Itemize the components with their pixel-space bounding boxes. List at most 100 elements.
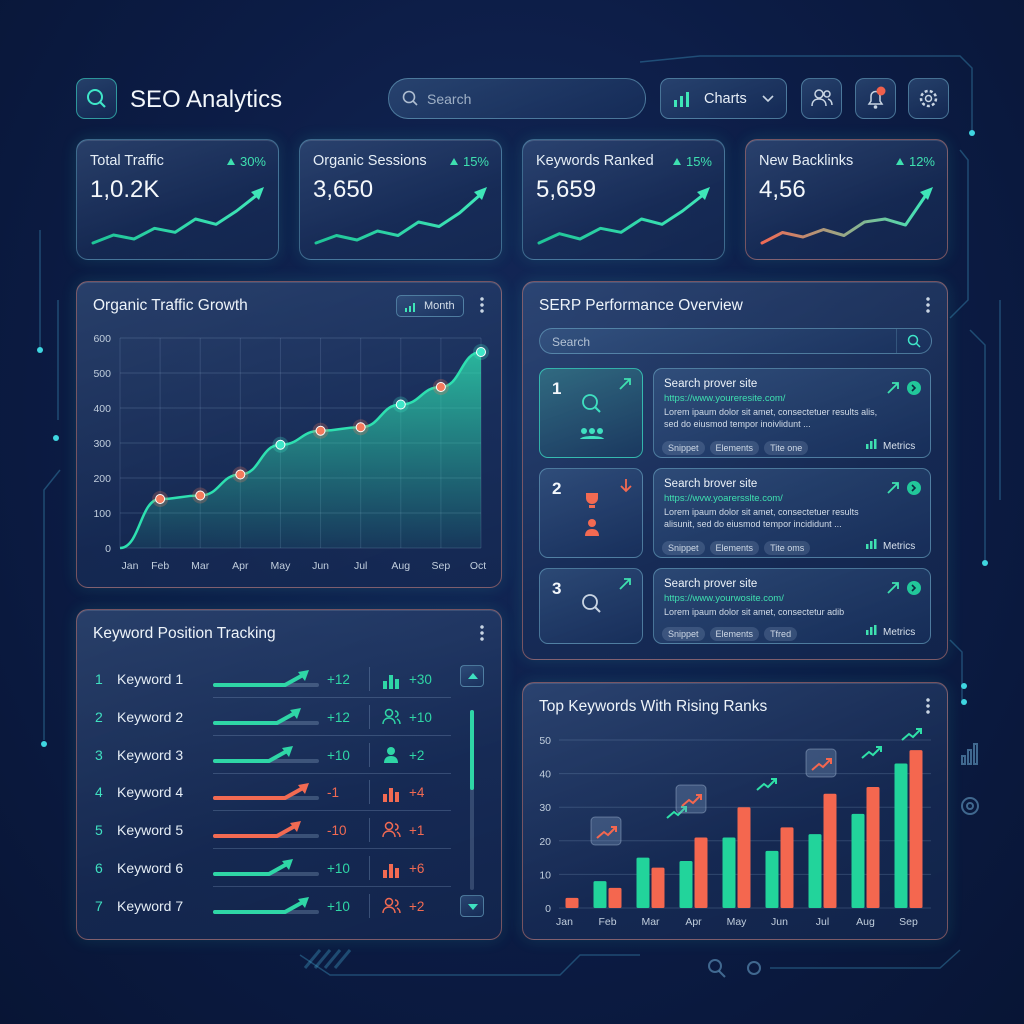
scroll-up[interactable] <box>460 665 484 687</box>
row-rank: 5 <box>95 822 103 839</box>
chevron <box>911 584 917 592</box>
rank-icons <box>585 479 632 536</box>
result-card[interactable]: Search prover site https://www.yourwosite… <box>653 568 931 644</box>
menu-dots[interactable] <box>480 624 484 642</box>
trend-line <box>213 862 289 876</box>
gear-icon <box>919 89 938 108</box>
card-value: 3,650 <box>313 176 374 203</box>
bar-glyph <box>874 439 877 449</box>
result-url: https://wvw.yoarersslte.com/ <box>664 493 783 504</box>
result-url: https://www.youreresite.com/ <box>664 393 786 404</box>
notifications-button[interactable] <box>855 78 896 119</box>
x-tick-label: Feb <box>151 560 169 572</box>
row-rank: 4 <box>95 784 103 801</box>
bar-glyph <box>866 630 869 635</box>
bar-glyph <box>389 788 393 803</box>
card-value: 4,56 <box>759 176 806 203</box>
metrics-label: Metrics <box>883 441 916 452</box>
rank-box[interactable]: 1 <box>539 368 643 458</box>
result-card[interactable]: Search brover site https://wvw.yoarersslt… <box>653 468 931 558</box>
rank-box[interactable]: 2 <box>539 468 643 558</box>
result-title: Search brover site <box>664 478 758 490</box>
x-tick-label: Sep <box>899 916 918 928</box>
charts-dropdown[interactable]: Charts <box>660 78 787 119</box>
card-change: 30% <box>226 154 266 169</box>
bar <box>608 887 622 908</box>
serp-search[interactable]: Search <box>539 328 932 354</box>
tag: Tite one <box>764 441 809 455</box>
data-marker <box>275 439 286 450</box>
bar-glyph <box>866 444 869 449</box>
card-change: 12% <box>895 154 935 169</box>
x-tick-label: Jul <box>816 916 829 928</box>
metric-icon <box>383 788 399 803</box>
users-button[interactable] <box>801 78 842 119</box>
traffic-panel: Organic Traffic Growth Month 0 100 200 300 4… <box>76 281 502 588</box>
direction-arrow <box>620 479 632 493</box>
bar-glyph <box>866 544 869 549</box>
trend-arrow-head <box>611 826 617 832</box>
x-tick-label: May <box>727 916 748 928</box>
period-button[interactable]: Month <box>396 295 464 317</box>
trend-arrow <box>811 758 832 771</box>
search-bar[interactable]: Search <box>388 78 646 119</box>
card-change: 15% <box>672 154 712 169</box>
direction-arrow <box>619 378 631 390</box>
rank-icons <box>582 578 631 613</box>
keyword-row: 3 Keyword 3 +10 +2 <box>77 741 457 774</box>
result-card[interactable]: Search prover site https://www.youreresit… <box>653 368 931 458</box>
search-icon <box>87 89 106 108</box>
bar-glyph <box>395 868 399 878</box>
metrics-link[interactable]: Metrics <box>866 539 915 552</box>
menu-dots[interactable] <box>926 697 930 715</box>
rank-box[interactable]: 3 <box>539 568 643 644</box>
menu-dots[interactable] <box>926 296 930 314</box>
metrics-link[interactable]: Metrics <box>866 439 915 452</box>
trend-arrow <box>861 746 882 759</box>
trend-arrow <box>887 482 899 494</box>
data-marker <box>235 469 246 480</box>
trend-bar <box>213 745 319 763</box>
bar-glyph <box>383 794 387 803</box>
body <box>384 755 398 763</box>
tag: Elements <box>709 627 760 641</box>
row-metric: +2 <box>409 898 425 914</box>
card-change: 15% <box>449 154 489 169</box>
tag: Snippet <box>662 541 705 555</box>
trend-head <box>290 707 301 719</box>
row-keyword: Keyword 6 <box>117 860 184 876</box>
card-label: Total Traffic <box>90 153 164 169</box>
metric-card: New Backlinks 12% 4,56 <box>745 139 948 260</box>
arrow-head <box>697 187 710 200</box>
trend-line <box>213 710 297 725</box>
metrics-link[interactable]: Metrics <box>866 625 915 638</box>
row-change: +10 <box>327 747 350 763</box>
trend-line <box>213 899 305 914</box>
rank-number: 1 <box>552 379 562 398</box>
menu-dots[interactable] <box>480 296 484 314</box>
up-triangle <box>226 158 235 165</box>
trend-arrow-head <box>696 794 702 800</box>
area-chart: 0 100 200 300 400 500 600 Jan Feb Mar Apr May Jun Jul… <box>93 333 489 572</box>
trend-arrow <box>887 582 899 594</box>
body <box>382 710 401 724</box>
trend-bar <box>213 859 319 876</box>
settings-button[interactable] <box>908 78 949 119</box>
sparkline <box>537 193 705 245</box>
bar-glyph <box>383 870 387 878</box>
x-tick-label: Jul <box>354 560 367 572</box>
divider <box>369 780 370 805</box>
x-tick-label: May <box>271 560 292 572</box>
bell-icon <box>867 86 886 109</box>
trend-line <box>213 824 297 839</box>
scroll-down[interactable] <box>460 895 484 917</box>
card-label: New Backlinks <box>759 153 854 169</box>
serp-search-placeholder: Search <box>552 335 591 349</box>
search-icon-button[interactable] <box>76 78 117 119</box>
y-tick-label: 10 <box>539 869 551 881</box>
trend-bar <box>213 821 319 839</box>
card-value: 5,659 <box>536 176 597 203</box>
trend-arrow <box>756 778 777 791</box>
scroll-thumb[interactable] <box>470 710 474 790</box>
